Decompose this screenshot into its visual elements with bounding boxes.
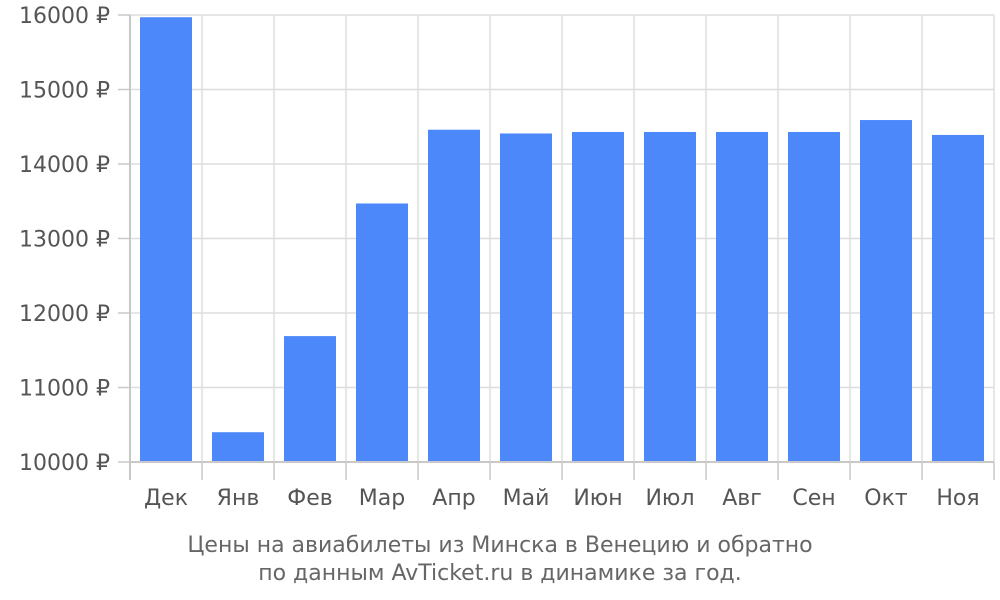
- axes: [118, 14, 995, 480]
- bar: [572, 131, 624, 462]
- x-tick-label: Июл: [645, 486, 694, 511]
- y-tick-label: 12000 ₽: [19, 302, 110, 327]
- x-tick-labels: Дек Янв Фев Мар Апр Май Июн Июл Авг Сен Окт Ноя: [144, 486, 980, 511]
- bar: [428, 129, 480, 463]
- bar: [212, 432, 264, 462]
- x-tick-label: Фев: [287, 486, 332, 511]
- bars: [140, 17, 984, 463]
- x-tick-label: Дек: [144, 486, 188, 511]
- y-tick-label: 13000 ₽: [19, 228, 110, 253]
- x-tick-label: Авг: [722, 486, 762, 511]
- x-tick-label: Май: [503, 486, 550, 511]
- x-tick-label: Ноя: [936, 486, 979, 511]
- caption-line-1: Цены на авиабилеты из Минска в Венецию и…: [187, 533, 813, 558]
- bar: [644, 131, 696, 462]
- bar: [788, 131, 840, 462]
- x-tick-label: Июн: [573, 486, 622, 511]
- bar: [716, 131, 768, 462]
- chart-caption: Цены на авиабилеты из Минска в Венецию и…: [0, 532, 1000, 588]
- bar: [356, 203, 408, 463]
- bar: [140, 17, 192, 463]
- bar: [860, 120, 912, 463]
- caption-line-2: по данным AvTicket.ru в динамике за год.: [258, 561, 742, 586]
- y-tick-label: 15000 ₽: [19, 79, 110, 104]
- x-tick-label: Мар: [359, 486, 405, 511]
- y-tick-label: 14000 ₽: [19, 153, 110, 178]
- x-tick-label: Сен: [792, 486, 835, 511]
- x-tick-label: Апр: [432, 486, 475, 511]
- bar: [500, 133, 552, 462]
- y-tick-label: 16000 ₽: [19, 4, 110, 29]
- x-tick-label: Окт: [864, 486, 908, 511]
- bar: [932, 134, 984, 462]
- y-tick-labels: 10000 ₽ 11000 ₽ 12000 ₽ 13000 ₽ 14000 ₽ 15000…: [19, 4, 110, 476]
- bar: [284, 336, 336, 462]
- x-tick-label: Янв: [217, 486, 260, 511]
- y-tick-label: 10000 ₽: [19, 451, 110, 476]
- grid-lines: [129, 14, 995, 463]
- y-tick-label: 11000 ₽: [19, 377, 110, 402]
- bar-chart: 10000 ₽ 11000 ₽ 12000 ₽ 13000 ₽ 14000 ₽ 15000…: [19, 4, 995, 511]
